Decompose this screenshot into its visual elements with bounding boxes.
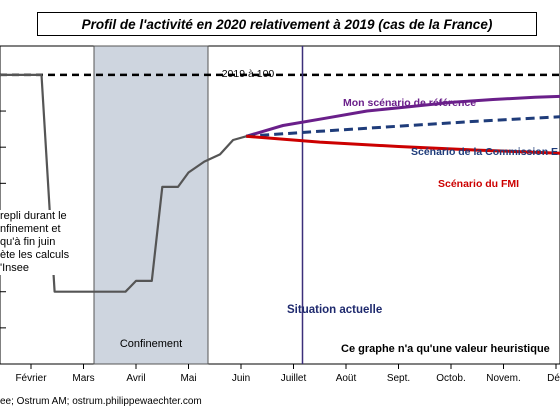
series-line-1: [245, 94, 560, 138]
confinement-region: [93, 45, 209, 365]
x-axis-ticks: Février Mars Avril Mai Juin Juillet Aoüt Sept. O…: [15, 364, 560, 384]
series-line-2: [246, 115, 560, 138]
x-tick-label: Juillet: [281, 373, 307, 384]
x-tick-label: Novem.: [486, 373, 520, 384]
plot-area-border: [0, 45, 560, 365]
left-note: repli durant le nfinement et qu'à fin ju…: [0, 210, 78, 275]
x-tick-label: Mars: [72, 373, 94, 384]
confinement-label: Confinement: [120, 338, 182, 350]
chart-title: Profil de l'activité en 2020 relativemen…: [37, 12, 537, 36]
series-label-commission: Scénario de la Commission E: [411, 146, 558, 158]
heuristic-annotation: Ce graphe n'a qu'une valeur heuristique: [341, 343, 550, 355]
series-line-3: [246, 134, 560, 155]
source-line: ee; Ostrum AM; ostrum.philippewaechter.c…: [0, 396, 202, 407]
series-label-reference: Mon scénario de référence: [343, 97, 476, 109]
x-tick-label: Mai: [180, 373, 196, 384]
situation-label: Situation actuelle: [287, 304, 382, 316]
x-tick-label: Juin: [232, 373, 250, 384]
x-tick-label: Sept.: [387, 373, 410, 384]
x-tick-label: Février: [15, 373, 47, 384]
reference-label: 2019 à 100: [222, 68, 275, 80]
series-line-0: [0, 73, 247, 293]
series-label-fmi: Scénario du FMI: [438, 178, 519, 190]
x-tick-label: Avril: [126, 373, 145, 384]
series-layer: [0, 73, 560, 293]
x-tick-label: Aoüt: [336, 373, 357, 384]
x-tick-label: Octob.: [436, 373, 465, 384]
x-tick-label: Déc: [547, 373, 560, 384]
